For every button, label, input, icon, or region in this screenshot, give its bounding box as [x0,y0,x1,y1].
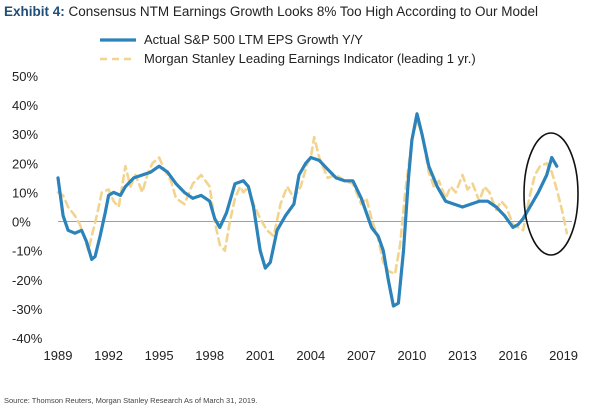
x-tick-label: 2001 [246,348,275,363]
y-tick-label: 10% [12,185,38,200]
y-tick-label: 30% [12,127,38,142]
series-line-actual-eps-growth [56,112,559,308]
legend-label: Morgan Stanley Leading Earnings Indicato… [144,51,476,66]
y-tick-label: 0% [12,215,31,230]
x-tick-label: 1992 [94,348,123,363]
y-tick-label: 50% [12,69,38,84]
y-tick-label: 20% [12,156,38,171]
x-tick-label: 1989 [44,348,73,363]
x-tick-label: 2019 [549,348,578,363]
x-tick-label: 2007 [347,348,376,363]
x-tick-label: 2013 [448,348,477,363]
source-note: Source: Thomson Reuters, Morgan Stanley … [4,396,258,405]
x-tick-label: 2004 [296,348,325,363]
annotation-ellipse [523,132,579,256]
x-tick-label: 2016 [499,348,528,363]
chart-title: Exhibit 4: Consensus NTM Earnings Growth… [4,4,538,19]
exhibit-label: Exhibit 4: [4,4,65,19]
y-tick-label: -20% [12,273,43,288]
series-line-leading-indicator [56,118,569,276]
y-tick-label: -30% [12,302,43,317]
chart-title-text: Consensus NTM Earnings Growth Looks 8% T… [68,4,539,19]
legend-label: Actual S&P 500 LTM EPS Growth Y/Y [144,32,363,47]
y-tick-label: 40% [12,98,38,113]
x-tick-label: 1995 [145,348,174,363]
y-tick-label: -10% [12,244,43,259]
x-tick-label: 2010 [397,348,426,363]
y-tick-label: -40% [12,331,43,346]
x-tick-label: 1998 [195,348,224,363]
